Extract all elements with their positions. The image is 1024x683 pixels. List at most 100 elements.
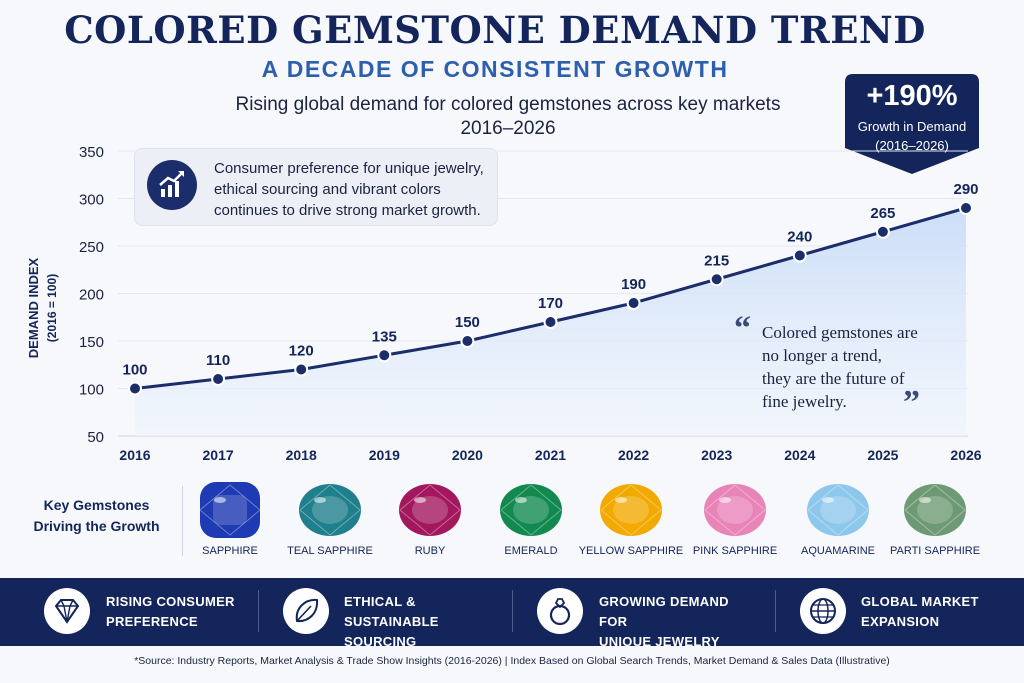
- data-label: 110: [206, 352, 230, 369]
- demand-chart: 50 100 150 200 250 300 350 100 110 120 135 150 170 1…: [26, 144, 982, 463]
- gem-name: SAPPHIRE: [202, 545, 258, 557]
- y-tick-label: 350: [79, 144, 104, 161]
- data-point: [460, 334, 475, 348]
- callout-line-2: ethical sourcing and vibrant colors: [214, 181, 441, 198]
- footer-item-3-line-2: UNIQUE JEWELRY: [599, 634, 720, 649]
- footer-divider: [258, 590, 259, 632]
- gems-section-label: Key Gemstones Driving the Growth: [14, 495, 179, 537]
- leaf-icon: [283, 588, 329, 634]
- gem-name: RUBY: [414, 545, 446, 557]
- gems-divider: [182, 486, 183, 556]
- data-label: 240: [787, 229, 812, 246]
- diamond-icon: [44, 588, 90, 634]
- y-tick-label: 300: [79, 192, 104, 209]
- footer-item-2-line-1: ETHICAL & SUSTAINABLE: [344, 594, 439, 629]
- quote-text: Colored gemstones are no longer a trend,…: [762, 321, 952, 413]
- source-note: *Source: Industry Reports, Market Analys…: [134, 655, 890, 667]
- data-point: [875, 224, 890, 239]
- data-label: 265: [870, 205, 895, 222]
- x-tick-label: 2023: [701, 447, 732, 463]
- data-point: [626, 296, 641, 310]
- data-point: [709, 272, 724, 287]
- quote-line-2: no longer a trend,: [762, 346, 882, 365]
- gem-name: YELLOW SAPPHIRE: [578, 545, 684, 557]
- y-axis-ticks: 50 100 150 200 250 300 350: [79, 144, 104, 446]
- x-tick-label: 2019: [369, 447, 400, 463]
- data-label: 290: [953, 181, 978, 198]
- footer-item-2-line-2: SOURCING: [344, 634, 417, 649]
- teal-sapphire-gem-icon: [299, 484, 361, 536]
- data-label: 135: [372, 328, 397, 345]
- footer-item-unique-jewelry: GROWING DEMAND FOR UNIQUE JEWELRY: [599, 592, 759, 652]
- data-point: [959, 201, 973, 215]
- emerald-gem-icon: [500, 484, 562, 536]
- data-point: [377, 348, 392, 363]
- y-tick-label: 100: [79, 382, 104, 399]
- quote-line-3: they are the future of: [762, 369, 905, 388]
- parti-sapphire-gem-icon: [904, 484, 966, 536]
- footer-item-1-line-2: PREFERENCE: [106, 614, 198, 629]
- footer-item-4-line-1: GLOBAL MARKET: [861, 594, 979, 609]
- y-axis-label-line-1: DEMAND INDEX: [26, 257, 41, 358]
- y-tick-label: 250: [79, 239, 104, 256]
- data-point: [211, 372, 226, 386]
- data-label: 120: [289, 343, 314, 360]
- gem-name: PARTI SAPPHIRE: [889, 545, 981, 557]
- callout-line-3: continues to drive strong market growth.: [214, 202, 481, 219]
- gem-row: [199, 482, 966, 538]
- description-line-2: 2016–2026: [460, 118, 556, 139]
- data-point: [294, 362, 309, 377]
- footer-divider: [512, 590, 513, 632]
- pink-sapphire-gem-icon: [704, 484, 766, 536]
- callout-line-1: Consumer preference for unique jewelry,: [214, 160, 484, 177]
- data-label: 215: [704, 252, 729, 269]
- gems-label-line-2: Driving the Growth: [33, 518, 160, 534]
- data-label: 150: [455, 314, 480, 331]
- y-tick-label: 200: [79, 287, 104, 304]
- data-point: [792, 248, 807, 263]
- footer-item-4-line-2: EXPANSION: [861, 614, 940, 629]
- data-label: 170: [538, 295, 563, 312]
- footer-item-1-line-1: RISING CONSUMER: [106, 594, 235, 609]
- y-tick-label: 50: [87, 429, 104, 446]
- growth-badge-caption: Growth in Demand (2016–2026): [845, 117, 979, 155]
- data-label: 100: [122, 362, 147, 379]
- quote-open-mark: “: [734, 310, 751, 347]
- footer-item-consumer-preference: RISING CONSUMER PREFERENCE: [106, 592, 266, 632]
- x-tick-label: 2022: [618, 447, 649, 463]
- quote-line-4: fine jewelry.: [762, 392, 847, 411]
- x-tick-label: 2025: [867, 447, 898, 463]
- x-tick-label: 2021: [535, 447, 566, 463]
- gem-name: TEAL SAPPHIRE: [287, 545, 373, 557]
- footer-divider: [775, 590, 776, 632]
- growth-badge-line-2: (2016–2026): [875, 138, 949, 153]
- description-line-1: Rising global demand for colored gemston…: [235, 94, 781, 115]
- page-subtitle: A DECADE OF CONSISTENT GROWTH: [261, 56, 729, 82]
- x-tick-label: 2018: [286, 447, 317, 463]
- x-tick-label: 2017: [203, 447, 234, 463]
- ring-icon: [537, 588, 583, 634]
- data-label: 190: [621, 276, 646, 293]
- sapphire-gem-icon: [199, 482, 261, 538]
- data-point: [543, 315, 558, 329]
- gems-label-line-1: Key Gemstones: [43, 497, 150, 513]
- x-tick-label: 2024: [784, 447, 815, 463]
- quote-close-mark: ”: [903, 384, 920, 421]
- footer-item-3-line-1: GROWING DEMAND FOR: [599, 594, 729, 629]
- insight-callout-text: Consumer preference for unique jewelry, …: [214, 158, 494, 221]
- x-tick-label: 2016: [119, 447, 150, 463]
- x-tick-label: 2020: [452, 447, 483, 463]
- growth-badge: [845, 74, 979, 174]
- page-title: COLORED GEMSTONE DEMAND TREND: [64, 8, 926, 52]
- globe-icon: [800, 588, 846, 634]
- footer-item-global-expansion: GLOBAL MARKET EXPANSION: [861, 592, 1021, 632]
- aquamarine-gem-icon: [807, 484, 869, 536]
- data-point: [128, 381, 142, 396]
- x-axis-ticks: 2016 2017 2018 2019 2020 2021 2022 2023 2024 2025…: [119, 447, 981, 463]
- yellow-sapphire-gem-icon: [600, 484, 662, 536]
- growth-chart-icon: [147, 160, 197, 210]
- x-tick-label: 2026: [950, 447, 981, 463]
- footer-item-ethical-sourcing: ETHICAL & SUSTAINABLE SOURCING: [344, 592, 504, 652]
- y-axis-label-line-2: (2016 = 100): [45, 274, 59, 342]
- quote-line-1: Colored gemstones are: [762, 323, 918, 342]
